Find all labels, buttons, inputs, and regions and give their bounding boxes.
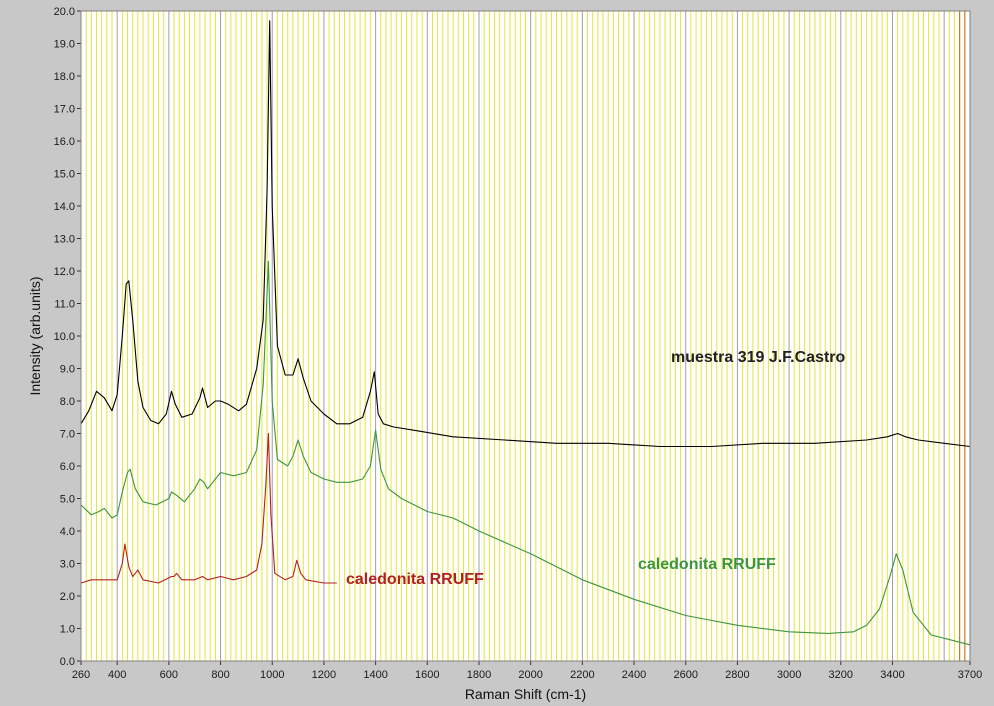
y-axis-title: Intensity (arb.units) — [27, 276, 43, 395]
x-axis-title: Raman Shift (cm-1) — [465, 686, 586, 702]
series-label-caledonita-red: caledonita RRUFF — [346, 571, 484, 588]
y-tick-label: 7.0 — [60, 429, 75, 441]
y-axis-ticks: 0.0 1.0 2.0 3.0 4.0 5.0 6.0 7.0 8.0 9.0 10.0 11.0 12… — [54, 6, 81, 668]
series-line-caledonita-red — [80, 432, 337, 584]
x-tick-label: 3400 — [880, 669, 904, 681]
x-tick-label: 3000 — [777, 669, 801, 681]
y-tick-label: 0.0 — [60, 656, 75, 668]
y-tick-label: 20.0 — [54, 6, 75, 18]
x-tick-label: 800 — [211, 669, 229, 681]
y-tick-label: 16.0 — [54, 136, 75, 148]
y-tick-label: 9.0 — [60, 364, 75, 376]
x-tick-label: 3700 — [958, 669, 982, 681]
x-tick-label: 2000 — [518, 669, 542, 681]
y-tick-label: 12.0 — [54, 266, 75, 278]
x-tick-label: 1000 — [260, 669, 284, 681]
plot-border — [80, 10, 971, 662]
y-tick-label: 13.0 — [54, 234, 75, 246]
y-tick-label: 17.0 — [54, 104, 75, 116]
series-label-muestra: muestra 319 J.F.Castro — [671, 349, 846, 366]
x-tick-label: 1600 — [415, 669, 439, 681]
y-tick-label: 10.0 — [54, 331, 75, 343]
x-tick-label: 2600 — [673, 669, 697, 681]
x-tick-label: 1400 — [363, 669, 387, 681]
y-tick-label: 4.0 — [60, 526, 75, 538]
x-axis-ticks: 260 400 600 800 1000 1200 1400 1600 1800 2000 2200… — [72, 661, 982, 681]
x-tick-label: 600 — [160, 669, 178, 681]
y-tick-label: 2.0 — [60, 591, 75, 603]
y-tick-label: 8.0 — [60, 396, 75, 408]
y-tick-label: 18.0 — [54, 71, 75, 83]
x-tick-label: 1200 — [312, 669, 336, 681]
y-tick-label: 11.0 — [54, 299, 75, 311]
x-tick-label: 1800 — [467, 669, 491, 681]
y-tick-label: 1.0 — [60, 624, 75, 636]
series-label-caledonita-green: caledonita RRUFF — [638, 556, 776, 573]
y-tick-label: 3.0 — [60, 559, 75, 571]
x-tick-label: 2400 — [622, 669, 646, 681]
y-tick-label: 14.0 — [54, 201, 75, 213]
x-tick-label: 2200 — [570, 669, 594, 681]
y-tick-label: 15.0 — [54, 169, 75, 181]
x-tick-label: 400 — [108, 669, 126, 681]
y-tick-label: 19.0 — [54, 39, 75, 51]
series-line-caledonita-green — [80, 260, 971, 646]
x-tick-label: 2800 — [725, 669, 749, 681]
x-tick-label: 3200 — [829, 669, 853, 681]
y-tick-label: 5.0 — [60, 494, 75, 506]
y-tick-label: 6.0 — [60, 461, 75, 473]
series-layer — [80, 20, 971, 646]
x-tick-label: 260 — [72, 669, 90, 681]
series-line-muestra — [80, 20, 971, 448]
